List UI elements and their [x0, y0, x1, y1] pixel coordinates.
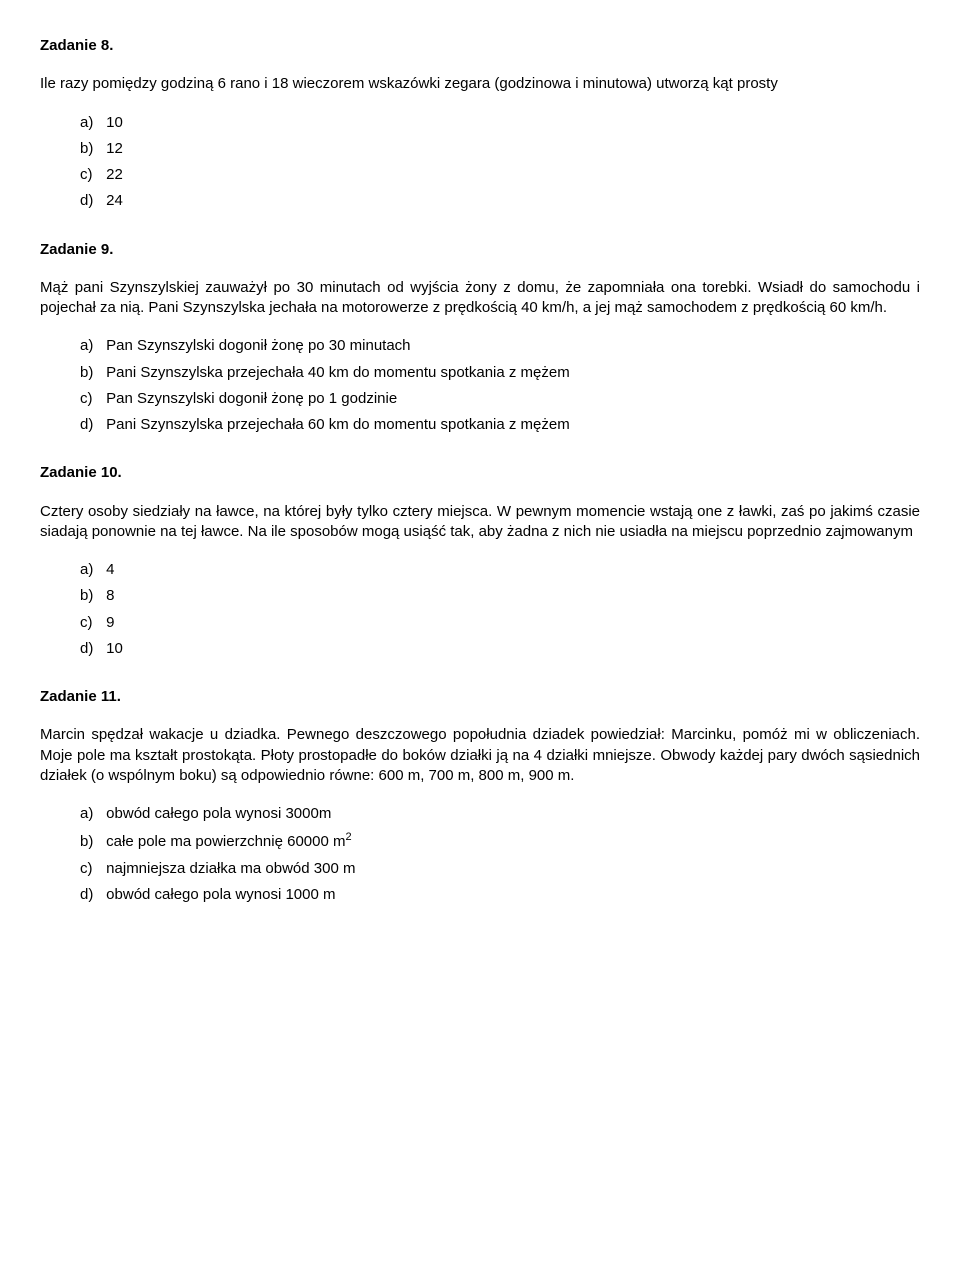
- option-letter: c): [80, 389, 102, 409]
- option-text: całe pole ma powierzchnię 60000 m: [106, 833, 345, 850]
- option-item: c) najmniejsza działka ma obwód 300 m: [80, 859, 920, 879]
- option-letter: c): [80, 165, 102, 185]
- option-letter: d): [80, 885, 102, 905]
- option-letter: c): [80, 859, 102, 879]
- option-item: d) 10: [80, 639, 920, 659]
- option-text: Pani Szynszylska przejechała 40 km do mo…: [106, 364, 570, 381]
- option-item: d) obwód całego pola wynosi 1000 m: [80, 885, 920, 905]
- option-item: b) Pani Szynszylska przejechała 40 km do…: [80, 363, 920, 383]
- option-text: 10: [106, 114, 123, 131]
- task-body: Cztery osoby siedziały na ławce, na któr…: [40, 502, 920, 543]
- task-title: Zadanie 9.: [40, 240, 920, 260]
- option-item: a) 4: [80, 560, 920, 580]
- option-list: a) obwód całego pola wynosi 3000m b) cał…: [40, 804, 920, 905]
- option-item: b) 8: [80, 586, 920, 606]
- option-letter: c): [80, 613, 102, 633]
- option-text: najmniejsza działka ma obwód 300 m: [106, 860, 355, 877]
- task-body: Ile razy pomiędzy godziną 6 rano i 18 wi…: [40, 74, 920, 94]
- option-text: 22: [106, 166, 123, 183]
- option-text: 10: [106, 640, 123, 657]
- option-letter: a): [80, 336, 102, 356]
- option-text: 8: [106, 587, 114, 604]
- option-letter: d): [80, 191, 102, 211]
- option-text: obwód całego pola wynosi 3000m: [106, 805, 331, 822]
- option-letter: b): [80, 363, 102, 383]
- option-text: Pan Szynszylski dogonił żonę po 1 godzin…: [106, 390, 397, 407]
- option-item: d) 24: [80, 191, 920, 211]
- task-title: Zadanie 11.: [40, 687, 920, 707]
- option-letter: a): [80, 560, 102, 580]
- option-item: c) Pan Szynszylski dogonił żonę po 1 god…: [80, 389, 920, 409]
- task-body: Marcin spędzał wakacje u dziadka. Pewneg…: [40, 725, 920, 786]
- option-text: 4: [106, 561, 114, 578]
- option-text: obwód całego pola wynosi 1000 m: [106, 886, 335, 903]
- task-body: Mąż pani Szynszylskiej zauważył po 30 mi…: [40, 278, 920, 319]
- task-title: Zadanie 8.: [40, 36, 920, 56]
- option-list: a) Pan Szynszylski dogonił żonę po 30 mi…: [40, 336, 920, 435]
- option-list: a) 10 b) 12 c) 22 d) 24: [40, 113, 920, 212]
- option-item: b) całe pole ma powierzchnię 60000 m2: [80, 830, 920, 852]
- option-text: 9: [106, 614, 114, 631]
- option-letter: b): [80, 832, 102, 852]
- option-letter: a): [80, 804, 102, 824]
- option-item: d) Pani Szynszylska przejechała 60 km do…: [80, 415, 920, 435]
- option-letter: d): [80, 639, 102, 659]
- option-letter: a): [80, 113, 102, 133]
- option-letter: d): [80, 415, 102, 435]
- option-item: c) 22: [80, 165, 920, 185]
- option-item: a) 10: [80, 113, 920, 133]
- option-letter: b): [80, 586, 102, 606]
- option-text: Pani Szynszylska przejechała 60 km do mo…: [106, 416, 570, 433]
- option-list: a) 4 b) 8 c) 9 d) 10: [40, 560, 920, 659]
- option-item: a) obwód całego pola wynosi 3000m: [80, 804, 920, 824]
- option-text: Pan Szynszylski dogonił żonę po 30 minut…: [106, 337, 410, 354]
- option-superscript: 2: [345, 831, 351, 843]
- option-item: b) 12: [80, 139, 920, 159]
- option-text: 12: [106, 140, 123, 157]
- option-item: a) Pan Szynszylski dogonił żonę po 30 mi…: [80, 336, 920, 356]
- option-item: c) 9: [80, 613, 920, 633]
- option-letter: b): [80, 139, 102, 159]
- option-text: 24: [106, 192, 123, 209]
- task-title: Zadanie 10.: [40, 463, 920, 483]
